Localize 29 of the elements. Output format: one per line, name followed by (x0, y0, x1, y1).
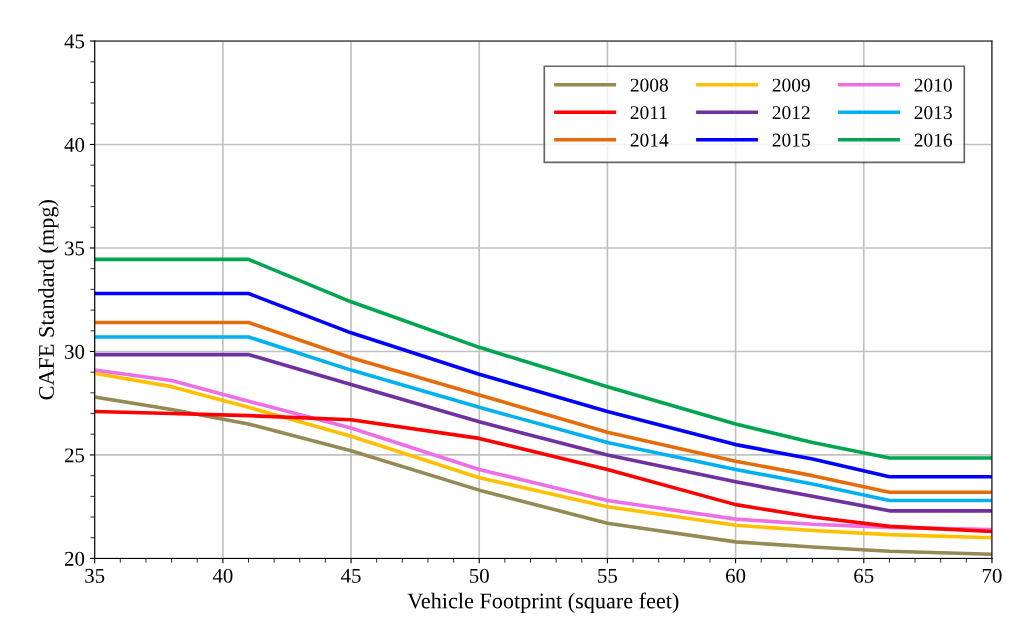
legend-label: 2012 (772, 106, 810, 120)
line-series (94, 352, 992, 513)
x-tick-label: 65 (854, 568, 874, 583)
y-tick-label: 35 (65, 241, 85, 256)
x-tick-label: 55 (598, 568, 618, 583)
legend-label: 2015 (772, 133, 810, 147)
y-tick-label: 45 (64, 34, 85, 49)
x-tick-label: 35 (85, 568, 105, 583)
line-series (94, 409, 992, 534)
x-tick-label: 70 (982, 568, 1002, 583)
x-axis-title: Vehicle Footprint (square feet) (407, 592, 679, 613)
x-tick-label: 40 (212, 568, 233, 583)
x-tick-label: 45 (341, 568, 361, 583)
legend-label: 2013 (914, 106, 952, 120)
x-tick-label: 50 (470, 568, 489, 583)
legend-label: 2014 (630, 133, 669, 147)
legend-label: 2011 (630, 106, 667, 120)
legend-label: 2008 (630, 78, 668, 92)
y-tick-label: 40 (64, 137, 85, 152)
line-series (94, 291, 992, 479)
legend-label: 2010 (914, 78, 952, 92)
y-tick-label: 20 (65, 551, 85, 566)
x-tick-label: 60 (726, 568, 746, 583)
legend-label: 2016 (914, 133, 953, 147)
y-tick-label: 30 (65, 344, 85, 359)
line-series (94, 257, 992, 460)
legend-label: 2009 (772, 78, 810, 92)
y-axis-title: CAFE Standard (mpg) (38, 200, 59, 400)
y-tick-label: 25 (65, 448, 85, 463)
